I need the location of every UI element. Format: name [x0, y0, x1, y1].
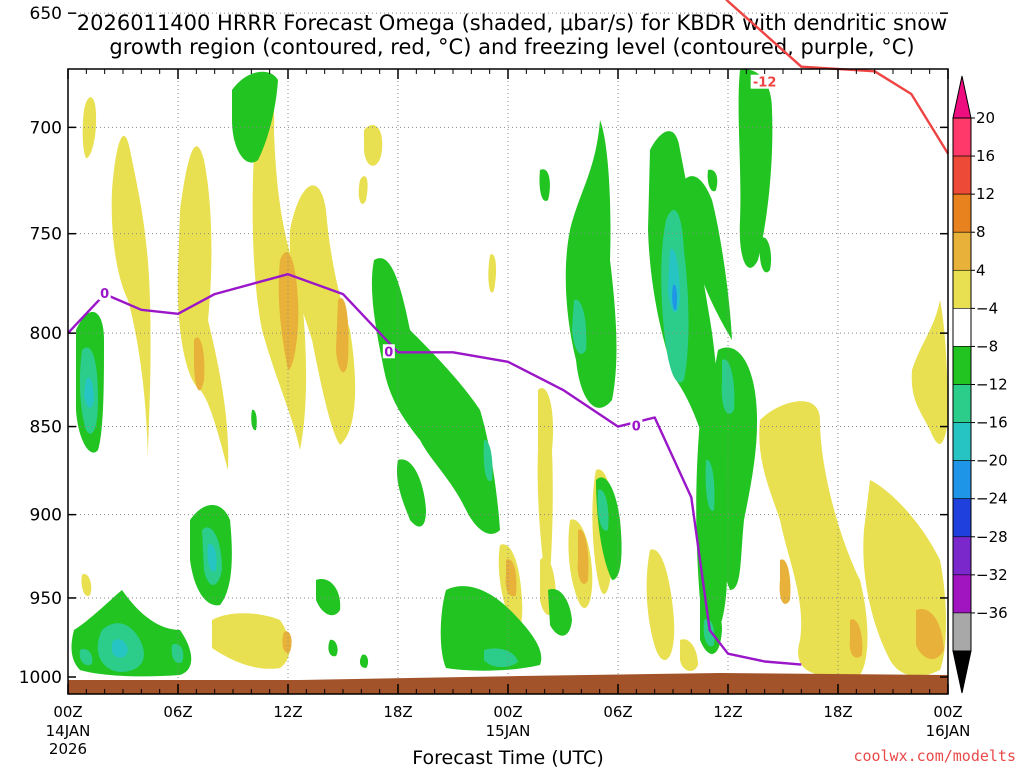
omega-shading [71, 69, 948, 677]
y-tick-label: 800 [30, 324, 62, 344]
x-tick-date: 16JAN [926, 722, 971, 740]
colorbar-label: −8 [976, 337, 998, 355]
colorbar-label: −4 [976, 299, 998, 317]
colorbar-label: 20 [976, 109, 995, 127]
colorbar-swatch [952, 193, 972, 233]
y-tick-label: 650 [30, 4, 62, 24]
axis-ticks [67, 12, 949, 694]
colorbar-label: −16 [976, 414, 1008, 432]
contour-label: 0 [384, 345, 393, 360]
colorbar-swatch [952, 460, 972, 500]
x-tick-date: 15JAN [486, 722, 531, 740]
colorbar-label: 16 [976, 147, 995, 165]
contour-freezing_level [67, 273, 802, 666]
omega-positive-strong-regions [194, 252, 944, 660]
x-tick-label: 12Z [713, 703, 742, 721]
omega-negative-peak-regions [672, 284, 677, 311]
colorbar-label: −36 [976, 604, 1008, 622]
y-tick-label: 1000 [19, 668, 62, 688]
colorbar-label: −20 [976, 452, 1008, 470]
grid-lines [68, 12, 948, 694]
y-tick-label: 900 [30, 506, 62, 526]
contour-label-bg [750, 74, 779, 89]
contour-label-bg [382, 344, 395, 359]
y-tick-label: 950 [30, 589, 62, 609]
x-tick-label: 18Z [823, 703, 852, 721]
y-tick-label: 750 [30, 225, 62, 245]
colorbar: 20 16 12 8 4 −4 −8 −12 −16 −20 −24 −28 −32 −36 [952, 75, 1008, 694]
colorbar-swatch [952, 574, 972, 614]
x-tick-year: 2026 [49, 740, 87, 758]
x-axis-title: Forecast Time (UTC) [412, 747, 603, 768]
colorbar-swatch [952, 612, 972, 652]
colorbar-label: 4 [976, 261, 986, 279]
contour-label-bg [630, 418, 643, 433]
x-tick-label: 00Z [493, 703, 522, 721]
colorbar-swatch [952, 384, 972, 423]
colorbar-label: −24 [976, 490, 1008, 508]
x-tick-label: 06Z [163, 703, 192, 721]
colorbar-label: 8 [976, 223, 986, 241]
credit-text: coolwx.com/modelts [853, 747, 1016, 765]
y-tick-label: 850 [30, 418, 62, 438]
contour-label: 0 [100, 287, 109, 302]
chart-title-line2: growth region (contoured, red, °C) and f… [109, 35, 914, 59]
chart-title-line1: 2026011400 HRRR Forecast Omega (shaded, … [77, 11, 947, 35]
x-tick-date: 14JAN [46, 722, 91, 740]
omega-negative-max-regions [84, 249, 680, 658]
colorbar-swatch [952, 498, 972, 538]
colorbar-label: −12 [976, 376, 1008, 394]
colorbar-swatch [952, 422, 972, 461]
contour-label: 0 [632, 420, 641, 435]
colorbar-swatch [952, 117, 972, 157]
y-axis-labels: 2503003504004505005506006507007508008509… [19, 4, 62, 688]
x-tick-label: 00Z [933, 703, 962, 721]
colorbar-swatch [952, 536, 972, 576]
x-tick-label: 12Z [273, 703, 302, 721]
x-tick-label: 00Z [53, 703, 82, 721]
x-tick-label: 18Z [383, 703, 412, 721]
contour-label-bg [98, 286, 111, 301]
x-tick-label: 06Z [603, 703, 632, 721]
y-tick-label: 700 [30, 118, 62, 138]
contour-label: -12 [753, 76, 777, 91]
colorbar-swatch [952, 155, 972, 195]
colorbar-swatch [952, 269, 972, 309]
colorbar-swatch [952, 231, 972, 271]
colorbar-swatch [952, 308, 972, 347]
colorbar-label: −28 [976, 528, 1008, 546]
colorbar-swatch [952, 346, 972, 385]
contour-temp_minus12 [725, 0, 950, 155]
colorbar-label: 12 [976, 185, 995, 203]
omega-negative-regions [71, 69, 773, 677]
colorbar-label: −32 [976, 566, 1008, 584]
